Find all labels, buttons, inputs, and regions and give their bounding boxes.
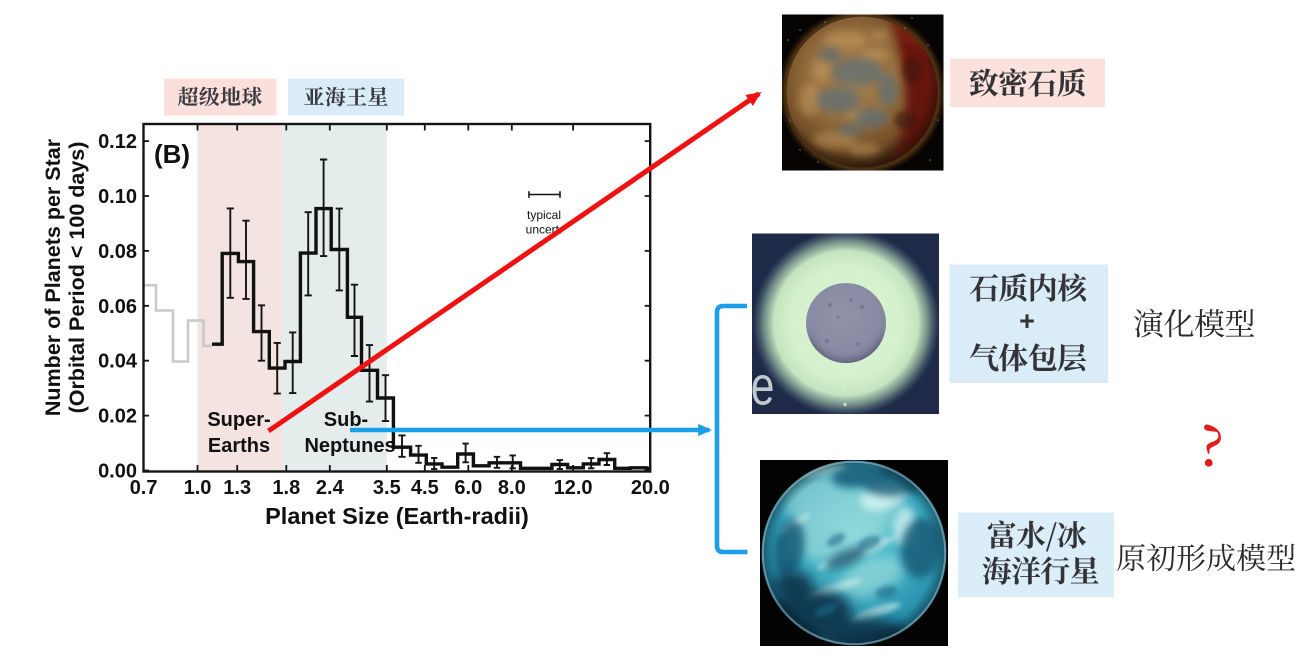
svg-text:+: + — [1019, 306, 1035, 336]
svg-text:8.0: 8.0 — [498, 477, 526, 499]
svg-text:Sub-: Sub- — [324, 409, 368, 431]
svg-text:typical: typical — [527, 208, 561, 222]
svg-text:12.0: 12.0 — [554, 477, 593, 499]
svg-text:0.06: 0.06 — [98, 296, 137, 318]
svg-text:Number of Planets per Star: Number of Planets per Star — [41, 138, 65, 416]
svg-text:1.3: 1.3 — [223, 477, 251, 499]
svg-text:20.0: 20.0 — [631, 477, 670, 499]
svg-text:1.8: 1.8 — [272, 477, 300, 499]
svg-text:0.00: 0.00 — [98, 461, 137, 483]
svg-text:0.02: 0.02 — [98, 406, 137, 428]
svg-text:0.10: 0.10 — [98, 186, 137, 208]
svg-text:Planet Size (Earth-radii): Planet Size (Earth-radii) — [265, 503, 529, 529]
svg-text:(B): (B) — [154, 139, 190, 169]
svg-text:2.4: 2.4 — [316, 477, 345, 499]
svg-text:0.7: 0.7 — [130, 477, 158, 499]
svg-text:(Orbital Period < 100 days): (Orbital Period < 100 days) — [65, 142, 89, 414]
svg-text:3.5: 3.5 — [373, 477, 401, 499]
svg-text:4.5: 4.5 — [411, 477, 439, 499]
svg-text:e: e — [751, 355, 775, 416]
svg-text:0.12: 0.12 — [98, 131, 137, 153]
svg-text:0.08: 0.08 — [98, 241, 137, 263]
svg-text:Earths: Earths — [208, 435, 270, 457]
svg-text:6.0: 6.0 — [454, 477, 482, 499]
svg-text:Super-: Super- — [207, 409, 270, 431]
svg-text:1.0: 1.0 — [184, 477, 212, 499]
svg-text:0.04: 0.04 — [98, 351, 138, 373]
svg-text:Neptunes: Neptunes — [304, 435, 395, 457]
